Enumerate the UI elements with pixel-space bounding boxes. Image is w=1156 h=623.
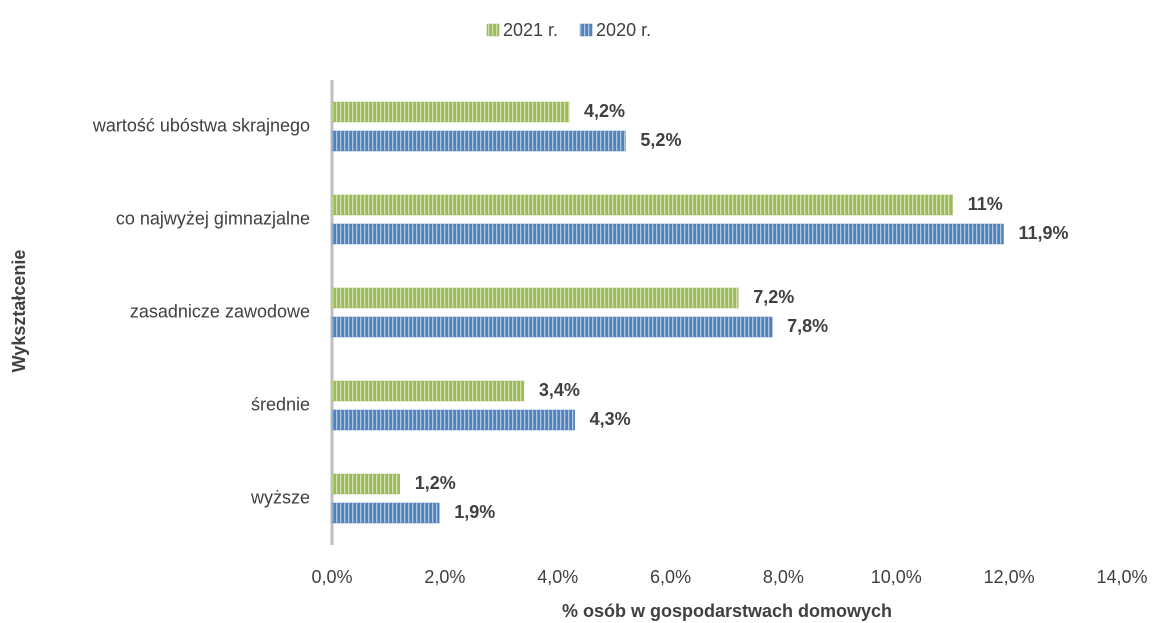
data-label: 3,4%	[539, 380, 580, 400]
bar	[331, 473, 400, 495]
data-label: 7,8%	[787, 316, 828, 336]
data-label: 11,9%	[1019, 223, 1069, 243]
legend-swatch	[486, 23, 500, 37]
legend-swatch	[579, 23, 593, 37]
legend-label: 2021 r.	[503, 20, 558, 40]
x-tick-label: 12,0%	[984, 567, 1035, 587]
data-label: 7,2%	[753, 287, 794, 307]
x-tick-label: 6,0%	[650, 567, 691, 587]
bar	[331, 502, 440, 524]
x-tick-label: 8,0%	[763, 567, 804, 587]
x-axis-label: % osób w gospodarstwach domowych	[562, 601, 892, 621]
y-tick-label: wyższe	[250, 487, 310, 507]
x-tick-label: 2,0%	[424, 567, 465, 587]
data-label: 1,9%	[454, 502, 495, 522]
bar	[331, 130, 626, 152]
bar	[331, 380, 525, 402]
bar	[331, 287, 739, 309]
data-label: 1,2%	[415, 473, 456, 493]
bar	[331, 409, 575, 431]
data-label: 11%	[968, 194, 1003, 214]
y-tick-label: zasadnicze zawodowe	[130, 301, 310, 321]
bar	[331, 194, 953, 216]
y-tick-label: co najwyżej gimnazjalne	[116, 208, 310, 228]
data-label: 4,2%	[584, 101, 625, 121]
bar	[331, 101, 570, 123]
x-tick-label: 14,0%	[1096, 567, 1147, 587]
x-tick-label: 10,0%	[871, 567, 922, 587]
y-tick-label: wartość ubóstwa skrajnego	[92, 115, 310, 135]
x-tick-label: 0,0%	[311, 567, 352, 587]
y-axis-label: Wykształcenie	[9, 250, 29, 373]
data-label: 4,3%	[590, 409, 631, 429]
bar	[331, 316, 773, 338]
legend-label: 2020 r.	[596, 20, 651, 40]
x-tick-label: 4,0%	[537, 567, 578, 587]
y-tick-label: średnie	[251, 394, 310, 414]
data-label: 5,2%	[640, 130, 681, 150]
bar	[331, 223, 1004, 245]
